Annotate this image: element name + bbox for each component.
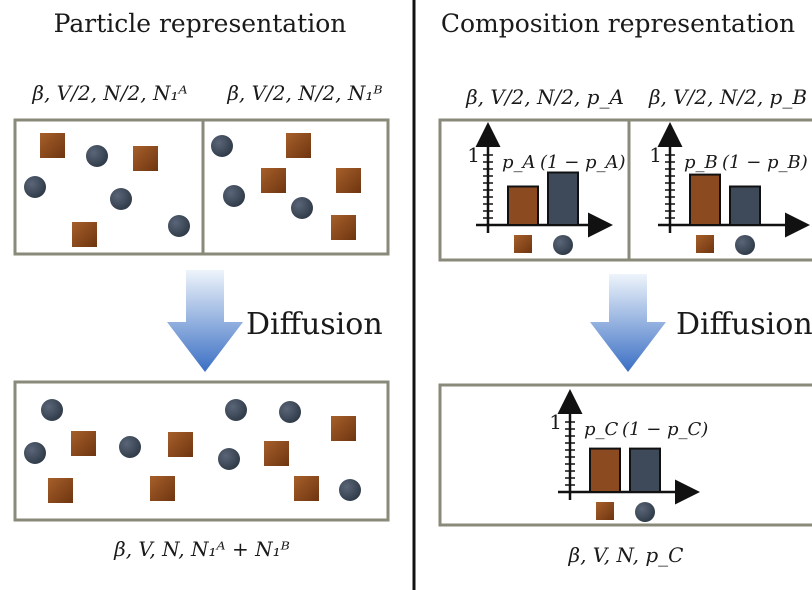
bar-composition-1 bbox=[507, 185, 539, 226]
bar-composition-1 bbox=[689, 173, 721, 227]
particle-square bbox=[168, 432, 193, 457]
composition-bottom-box bbox=[438, 383, 812, 527]
particle-circle bbox=[339, 479, 361, 501]
particle-circle bbox=[218, 448, 240, 470]
particle-diffusion-label: Diffusion bbox=[246, 307, 383, 342]
composition-right-label: β, V/2, N/2, p_B bbox=[648, 85, 807, 109]
particle-square bbox=[150, 476, 175, 501]
legend-square bbox=[596, 502, 614, 520]
histogram-b: 1 p_B (1 − p_B) bbox=[649, 122, 810, 255]
legend-square bbox=[696, 235, 714, 253]
bar2-label: (1 − p_C) bbox=[622, 419, 708, 440]
particle-square bbox=[72, 222, 97, 247]
composition-bottom-label: β, V, N, p_C bbox=[568, 543, 684, 567]
particle-circle bbox=[110, 188, 132, 210]
particle-square bbox=[48, 478, 73, 503]
legend-square bbox=[514, 235, 532, 253]
tick-one-label: 1 bbox=[467, 143, 480, 167]
particle-bottom-circles bbox=[24, 399, 361, 501]
particle-square bbox=[71, 431, 96, 456]
tick-one-label: 1 bbox=[649, 143, 662, 167]
particle-right-label: β, V/2, N/2, N₁ᴮ bbox=[226, 81, 382, 105]
composition-title: Composition representation bbox=[441, 9, 795, 38]
bar1-label: p_B bbox=[684, 152, 718, 173]
particle-square bbox=[261, 168, 286, 193]
particle-square bbox=[331, 416, 356, 441]
particle-circle bbox=[24, 442, 46, 464]
particle-square bbox=[133, 146, 158, 171]
composition-diffusion-arrow bbox=[590, 274, 666, 372]
particle-top-squares bbox=[40, 133, 361, 247]
particle-circle bbox=[291, 197, 313, 219]
bar-composition-2 bbox=[729, 185, 761, 226]
histogram-a: 1 p_A (1 − p_A) bbox=[467, 122, 626, 255]
legend-circle bbox=[553, 235, 573, 255]
bar2-label: (1 − p_B) bbox=[722, 152, 808, 173]
histogram-c: 1 p_C (1 − p_C) bbox=[549, 389, 708, 522]
composition-left-label: β, V/2, N/2, p_A bbox=[465, 85, 624, 109]
particle-circle bbox=[223, 185, 245, 207]
particle-circle bbox=[168, 215, 190, 237]
particle-title: Particle representation bbox=[54, 9, 347, 38]
particle-left-label: β, V/2, N/2, N₁ᴬ bbox=[31, 81, 187, 105]
particle-circle bbox=[24, 176, 46, 198]
particle-square bbox=[286, 133, 311, 158]
tick-one-label: 1 bbox=[549, 410, 562, 434]
particle-circle bbox=[119, 436, 141, 458]
particle-square bbox=[294, 476, 319, 501]
particle-top-circles bbox=[24, 135, 313, 237]
bar1-label: p_A bbox=[502, 152, 536, 173]
particle-circle bbox=[41, 399, 63, 421]
bar-composition-2 bbox=[629, 447, 661, 494]
bar2-label: (1 − p_A) bbox=[540, 152, 626, 173]
particle-bottom-label: β, V, N, N₁ᴬ + N₁ᴮ bbox=[113, 537, 290, 561]
particle-diffusion-arrow bbox=[167, 270, 243, 372]
bar-composition-1 bbox=[589, 447, 621, 494]
legend-circle bbox=[635, 502, 655, 522]
composition-diffusion-label: Diffusion bbox=[676, 307, 812, 342]
particle-circle bbox=[211, 135, 233, 157]
bar-composition-2 bbox=[547, 171, 579, 226]
particle-square bbox=[40, 133, 65, 158]
particle-bottom-squares bbox=[48, 416, 356, 503]
particle-circle bbox=[86, 145, 108, 167]
bar1-label: p_C bbox=[584, 419, 619, 440]
particle-circle bbox=[225, 399, 247, 421]
particle-square bbox=[264, 441, 289, 466]
particle-square bbox=[336, 168, 361, 193]
legend-circle bbox=[735, 235, 755, 255]
particle-circle bbox=[279, 401, 301, 423]
particle-square bbox=[331, 215, 356, 240]
